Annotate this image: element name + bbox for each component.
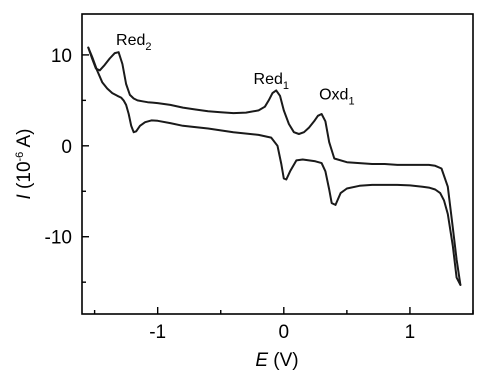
plot-area-border (81, 13, 474, 315)
peak-label-subscript: 1 (348, 95, 354, 107)
x-axis-title: E (V) (255, 350, 298, 371)
x-tick-label: 0 (279, 322, 290, 343)
x-tick-label: 1 (405, 322, 416, 343)
cv-trace-1 (87, 46, 462, 286)
y-axis-exponent: -6 (14, 152, 26, 162)
y-tick-label: -10 (45, 228, 72, 249)
peak-label-base: Red (254, 71, 283, 88)
x-axis-symbol: E (255, 350, 268, 371)
y-axis-unit-after: A) (14, 128, 35, 151)
peak-label-base: Red (116, 32, 145, 49)
series-layer (87, 46, 462, 286)
y-tick-label: 10 (51, 46, 72, 67)
plot-frame (81, 13, 474, 315)
peak-label-subscript: 1 (283, 80, 289, 92)
peak-label-subscript: 2 (145, 41, 151, 53)
peak-label: Red2 (116, 32, 151, 53)
peak-label: Oxd1 (319, 86, 354, 107)
y-axis-title: I (10-6 A) (14, 128, 35, 199)
y-tick-label: 0 (61, 137, 72, 158)
cv-trace-2 (87, 46, 462, 286)
y-axis-symbol: I (14, 194, 35, 200)
y-axis-unit-before: (10 (14, 161, 35, 194)
peak-label: Red1 (254, 71, 289, 92)
peak-label-base: Oxd (319, 86, 348, 103)
y-axis-ticks: 10 0 -10 (45, 46, 89, 283)
x-tick-label: -1 (149, 322, 166, 343)
x-axis-unit: (V) (268, 350, 299, 371)
x-axis-ticks: -1 0 1 (93, 307, 474, 343)
